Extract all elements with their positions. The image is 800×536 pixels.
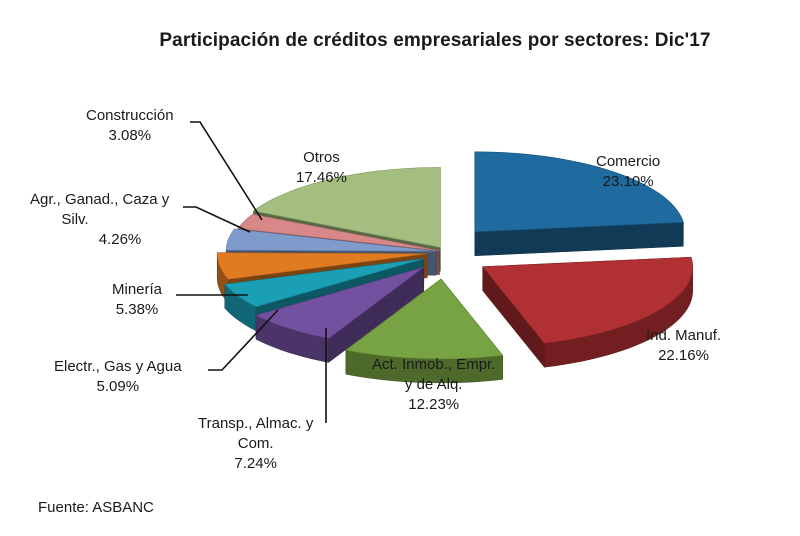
label-otros: Otros 17.46% [296,148,347,188]
label-otros-name: Otros [303,149,340,166]
label-mineria: Minería 5.38% [112,280,162,320]
pie-slice-0 [474,151,684,257]
label-comercio-name: Comercio [596,153,661,170]
label-agr-pct: 4.26% [98,231,142,248]
label-transp-line2: Com. [237,435,274,452]
label-mineria-pct: 5.38% [115,301,159,318]
label-construccion-name: Construcción [86,107,174,124]
label-electr: Electr., Gas y Agua 5.09% [54,357,182,397]
label-act-inmob-pct: 12.23% [408,396,460,413]
pie-slice-top-0 [474,151,684,233]
leader-line-3 [208,309,279,371]
label-mineria-name: Minería [112,281,163,298]
pie-slice-1 [482,256,694,368]
pie-slice-top-8 [252,167,441,248]
pie-slice-top-7 [237,213,440,251]
label-transp-pct: 7.24% [234,455,277,472]
label-agr-line1: Agr., Ganad., Caza y [30,191,170,208]
chart-title: Participación de créditos empresariales … [159,30,711,51]
pie-slice-top-3 [255,266,424,339]
label-act-inmob-line2: y de Alq. [404,376,463,393]
leader-line-1 [183,206,251,233]
pie-slice-top-1 [482,256,694,344]
leader-line-0 [190,121,263,221]
pie-slice-top-6 [225,228,437,252]
pie-slice-3 [255,266,425,363]
label-electr-name: Electr., Gas y Agua [54,358,182,375]
label-electr-pct: 5.09% [96,378,140,395]
label-construccion: Construcción 3.08% [86,106,174,146]
pie-slice-top-2 [345,278,504,360]
pie-slice-top-5 [216,252,428,280]
label-otros-pct: 17.46% [296,169,347,186]
label-agr: Agr., Ganad., Caza y Silv. 4.26% [30,190,210,250]
label-transp: Transp., Almac. y Com. 7.24% [198,414,313,474]
label-agr-line2: Silv. [61,211,89,228]
pie-slice-top-4 [224,258,424,308]
label-act-inmob-line1: Act. Inmob., Empr. [372,356,496,373]
source-note: Fuente: ASBANC [38,499,154,516]
label-ind-manuf: Ind. Manuf. 22.16% [646,326,721,366]
pie-slice-2 [345,278,504,384]
label-comercio-pct: 23.10% [602,173,654,190]
label-act-inmob: Act. Inmob., Empr. y de Alq. 12.23% [372,355,495,415]
label-construccion-pct: 3.08% [108,127,152,144]
label-ind-manuf-name: Ind. Manuf. [646,327,722,344]
label-ind-manuf-pct: 22.16% [658,347,709,364]
label-transp-line1: Transp., Almac. y [198,415,314,432]
label-comercio: Comercio 23.10% [596,152,660,192]
